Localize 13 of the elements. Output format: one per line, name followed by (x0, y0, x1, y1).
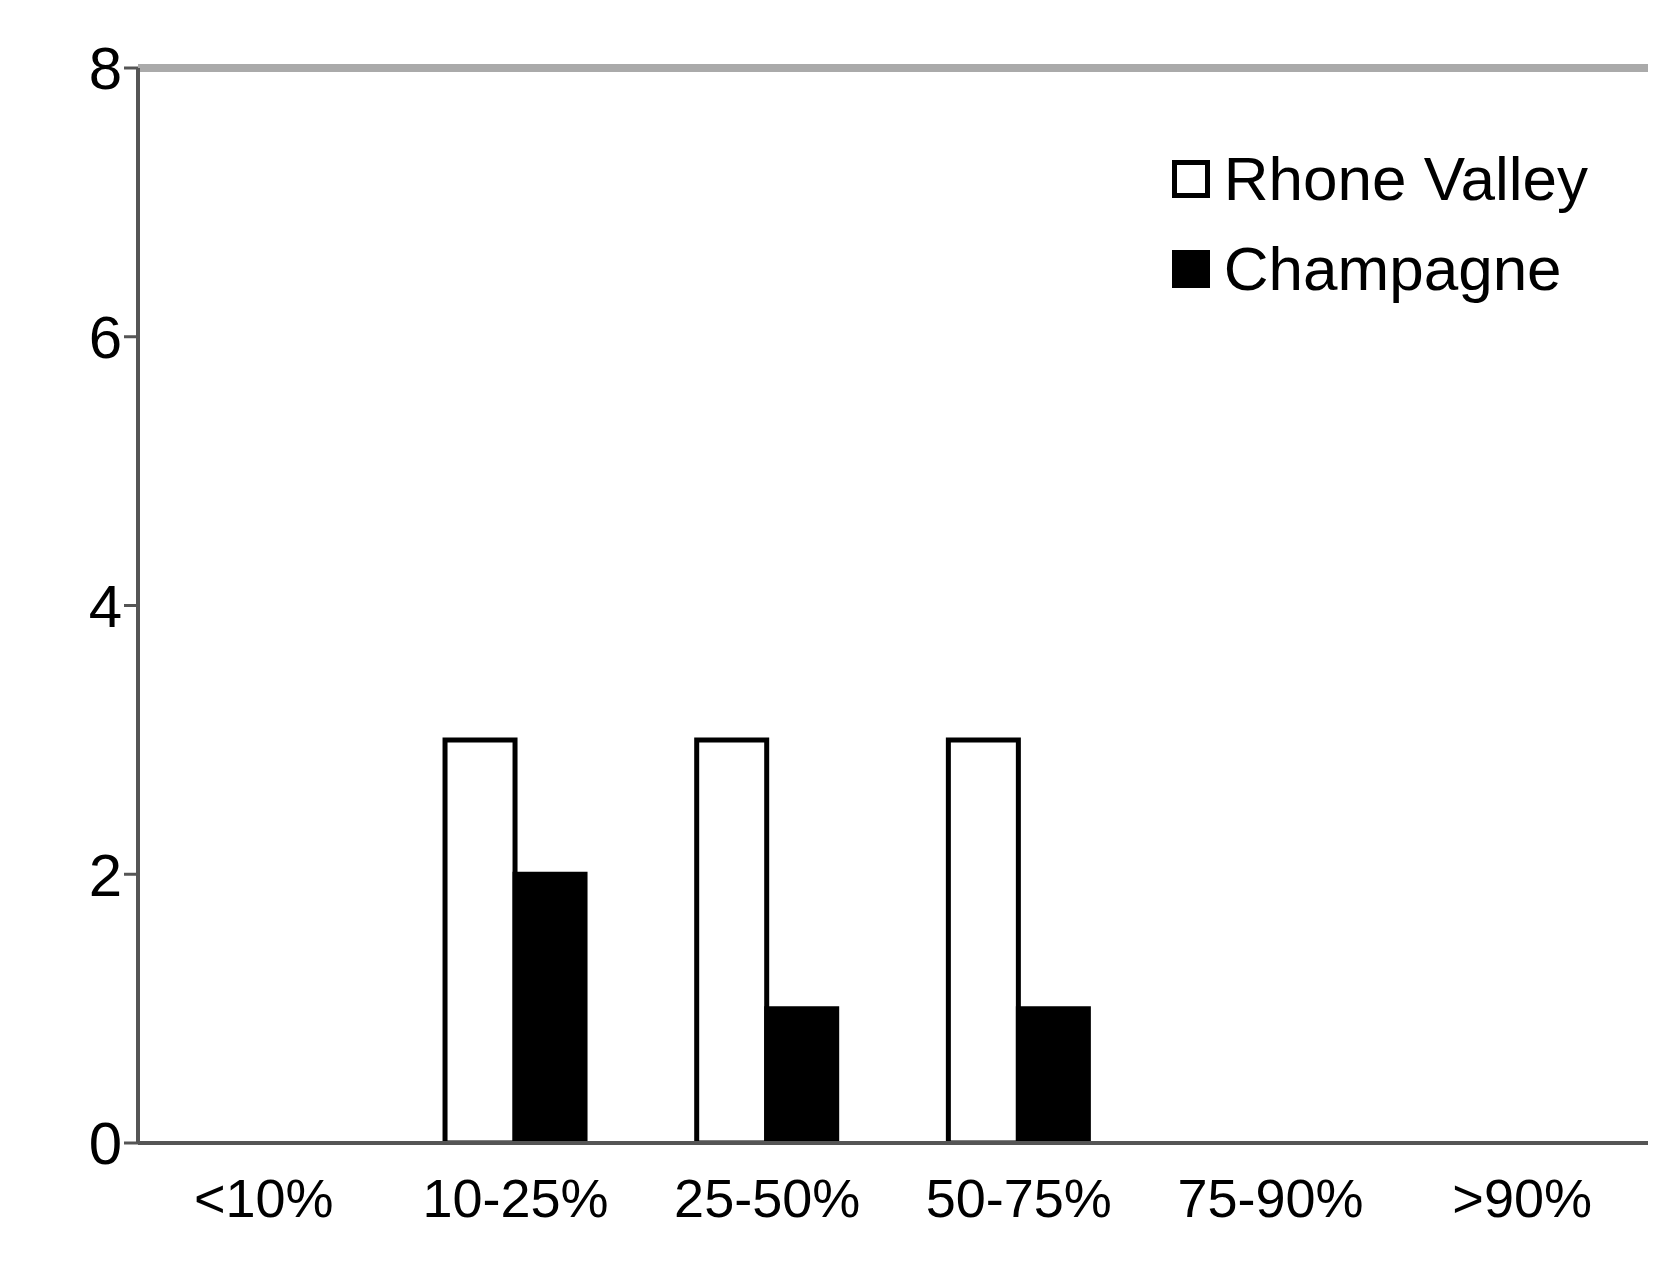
x-tick-label: 75-90% (1177, 1168, 1364, 1229)
y-tick-label: 2 (88, 841, 122, 909)
legend-label: Rhone Valley (1223, 144, 1588, 213)
x-tick-label: 25-50% (674, 1168, 861, 1229)
y-tick-label: 8 (88, 35, 122, 103)
x-tick-label: >90% (1452, 1168, 1592, 1229)
y-tick-label: 4 (88, 572, 122, 640)
x-tick-label: <10% (194, 1168, 334, 1229)
y-tick-label: 0 (88, 1110, 122, 1178)
x-tick-label: 50-75% (925, 1168, 1112, 1229)
x-tick-label: 10-25% (422, 1168, 609, 1229)
y-tick-label: 6 (88, 304, 122, 372)
legend-label: Champagne (1223, 234, 1562, 303)
